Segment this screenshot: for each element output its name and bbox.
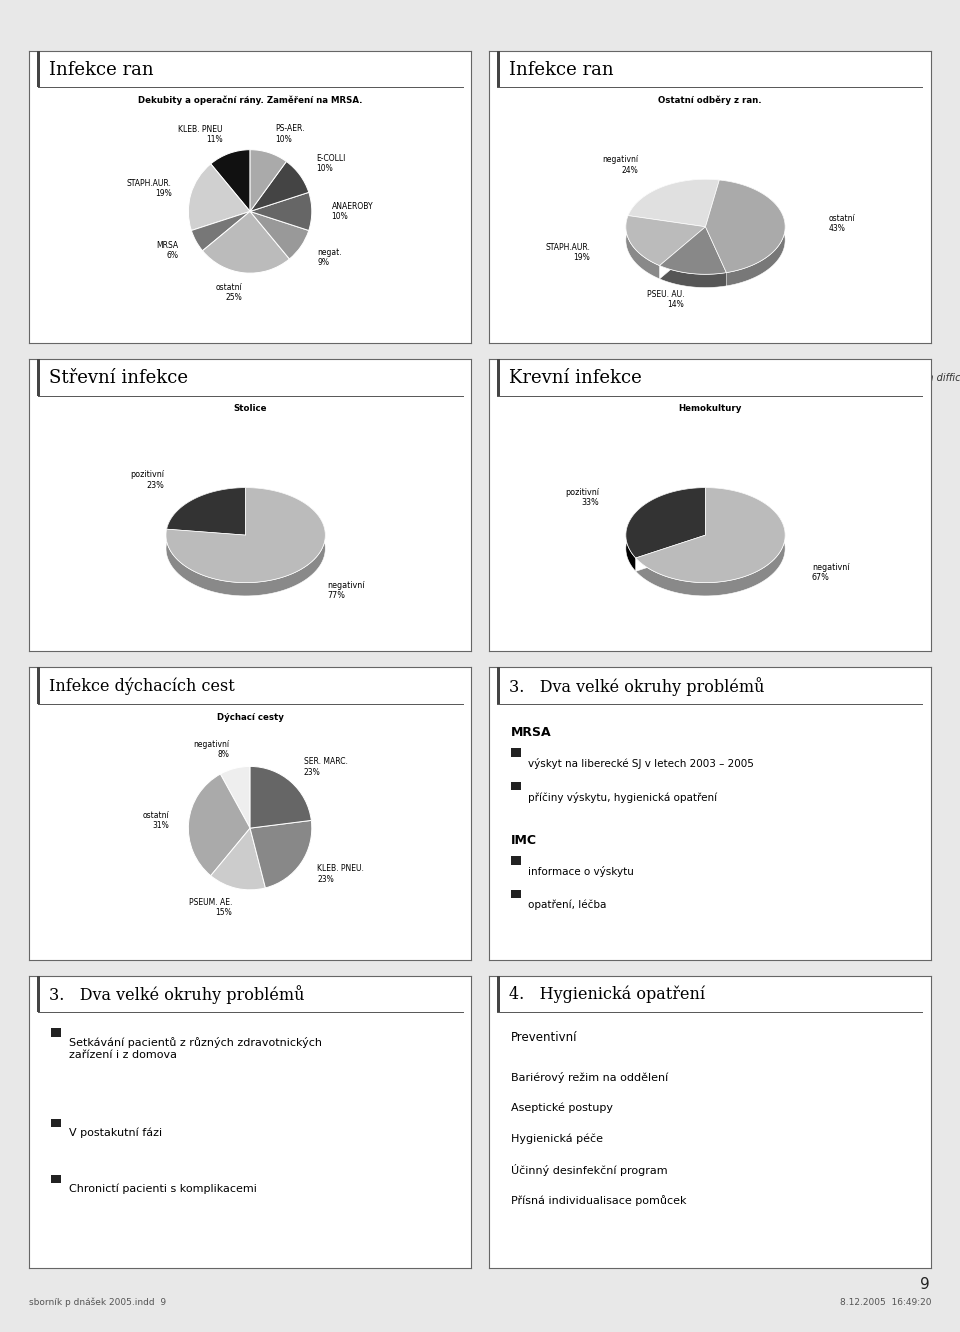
Text: Setkávání pacientů z různých zdravotnických
zařízení i z domova: Setkávání pacientů z různých zdravotnick…	[68, 1038, 322, 1060]
Bar	[496, 360, 500, 396]
Text: V postakutní fázi: V postakutní fázi	[68, 1128, 161, 1139]
Polygon shape	[167, 488, 246, 549]
Text: příčiny výskytu, hygienická opatření: příčiny výskytu, hygienická opatření	[528, 791, 717, 803]
Polygon shape	[166, 488, 325, 595]
Text: Chronictí pacienti s komplikacemi: Chronictí pacienti s komplikacemi	[68, 1183, 256, 1193]
Text: negativní
67%: negativní 67%	[812, 563, 850, 582]
Wedge shape	[250, 192, 312, 230]
Wedge shape	[211, 829, 265, 890]
Wedge shape	[250, 149, 286, 212]
Text: 8.12.2005  16:49:20: 8.12.2005 16:49:20	[840, 1299, 931, 1307]
Text: STAPH.AUR.
19%: STAPH.AUR. 19%	[545, 242, 589, 262]
Text: 4.   Hygienická opatření: 4. Hygienická opatření	[509, 986, 705, 1003]
Bar	[51, 1175, 60, 1183]
Bar	[36, 51, 40, 87]
Text: pozitivní
33%: pozitivní 33%	[565, 488, 599, 507]
Wedge shape	[250, 821, 312, 888]
Text: Stolice: Stolice	[233, 404, 267, 413]
Text: MRSA: MRSA	[511, 726, 551, 739]
Polygon shape	[166, 488, 325, 582]
Text: ostatní
25%: ostatní 25%	[216, 282, 243, 302]
Polygon shape	[636, 488, 785, 582]
Polygon shape	[706, 180, 785, 286]
Text: ANAEROBY
10%: ANAEROBY 10%	[331, 201, 373, 221]
Text: STAPH.AUR.
19%: STAPH.AUR. 19%	[127, 178, 172, 198]
Polygon shape	[660, 226, 727, 288]
Text: Infekce dýchacích cest: Infekce dýchacích cest	[49, 678, 234, 695]
Text: negativní
77%: negativní 77%	[327, 581, 365, 601]
Bar	[51, 1028, 60, 1036]
Bar	[511, 782, 520, 790]
Text: Dýchací cesty: Dýchací cesty	[217, 713, 283, 722]
Bar	[36, 360, 40, 396]
Wedge shape	[250, 161, 309, 212]
Text: Střevní infekce: Střevní infekce	[49, 369, 188, 388]
Text: sborník p dnášek 2005.indd  9: sborník p dnášek 2005.indd 9	[29, 1297, 166, 1308]
Wedge shape	[188, 164, 250, 230]
Text: PSEUM. AE.
15%: PSEUM. AE. 15%	[189, 898, 232, 918]
Text: Hemokultury: Hemokultury	[678, 404, 742, 413]
Polygon shape	[626, 488, 706, 558]
Polygon shape	[706, 180, 785, 273]
Text: Infekce ran: Infekce ran	[49, 61, 154, 79]
Bar	[496, 667, 500, 703]
Bar	[51, 1119, 60, 1127]
Wedge shape	[191, 212, 250, 250]
Bar	[511, 749, 520, 757]
Text: E-COLLI
10%: E-COLLI 10%	[316, 153, 346, 173]
Bar	[496, 51, 500, 87]
Text: negativní
24%: negativní 24%	[602, 156, 637, 174]
Text: 9: 9	[920, 1276, 929, 1292]
Text: ostatní
31%: ostatní 31%	[142, 811, 169, 830]
Text: informace o výskytu: informace o výskytu	[528, 866, 635, 878]
Text: ostatní
43%: ostatní 43%	[828, 213, 855, 233]
Text: Krevní infekce: Krevní infekce	[509, 369, 641, 388]
Bar	[511, 890, 520, 898]
Text: výskyt na liberecké SJ v letech 2003 – 2005: výskyt na liberecké SJ v letech 2003 – 2…	[528, 758, 755, 769]
Text: 3.   Dva velké okruhy problémů: 3. Dva velké okruhy problémů	[49, 986, 304, 1004]
Polygon shape	[628, 180, 719, 240]
Text: negativní
8%: negativní 8%	[194, 739, 229, 759]
Bar	[511, 856, 520, 864]
Polygon shape	[660, 226, 727, 274]
Polygon shape	[167, 488, 246, 535]
Text: pozitivní
23%: pozitivní 23%	[130, 470, 164, 490]
Text: Preventivní: Preventivní	[511, 1031, 577, 1044]
Bar	[36, 667, 40, 703]
Text: KLEB. PNEU
11%: KLEB. PNEU 11%	[178, 125, 223, 144]
Wedge shape	[203, 212, 289, 273]
Text: Bariérový režim na oddělení: Bariérový režim na oddělení	[511, 1072, 668, 1083]
Wedge shape	[250, 766, 311, 829]
Text: Hygienická péče: Hygienická péče	[511, 1134, 603, 1144]
Wedge shape	[188, 774, 250, 875]
Text: Účinný desinfekční program: Účinný desinfekční program	[511, 1164, 667, 1176]
Wedge shape	[211, 149, 250, 212]
Text: Přísná individualisace pomůcek: Přísná individualisace pomůcek	[511, 1195, 686, 1205]
Polygon shape	[626, 488, 706, 571]
Polygon shape	[628, 180, 719, 226]
Text: negat.
9%: negat. 9%	[318, 248, 342, 266]
Text: PSEU. AU.
14%: PSEU. AU. 14%	[646, 289, 684, 309]
Text: Ostatní odběry z ran.: Ostatní odběry z ran.	[659, 96, 761, 105]
Polygon shape	[636, 488, 785, 595]
Polygon shape	[626, 216, 706, 278]
Polygon shape	[626, 216, 706, 265]
Text: odběry na Clostridium difficille 22x: odběry na Clostridium difficille 22x	[826, 373, 960, 384]
Wedge shape	[221, 766, 250, 829]
Text: Aseptické postupy: Aseptické postupy	[511, 1103, 612, 1114]
Text: SER. MARC.
23%: SER. MARC. 23%	[304, 758, 348, 777]
Text: 3.   Dva velké okruhy problémů: 3. Dva velké okruhy problémů	[509, 677, 764, 695]
Text: KLEB. PNEU.
23%: KLEB. PNEU. 23%	[318, 864, 365, 883]
Bar	[496, 975, 500, 1012]
Bar	[36, 975, 40, 1012]
Text: opatření, léčba: opatření, léčba	[528, 900, 607, 910]
Text: Dekubity a operační rány. Zaměření na MRSA.: Dekubity a operační rány. Zaměření na MR…	[138, 96, 362, 105]
Text: Infekce ran: Infekce ran	[509, 61, 613, 79]
Wedge shape	[250, 212, 309, 258]
Text: PS-AER.
10%: PS-AER. 10%	[276, 124, 304, 144]
Text: IMC: IMC	[511, 834, 537, 847]
Text: MRSA
6%: MRSA 6%	[156, 241, 179, 260]
